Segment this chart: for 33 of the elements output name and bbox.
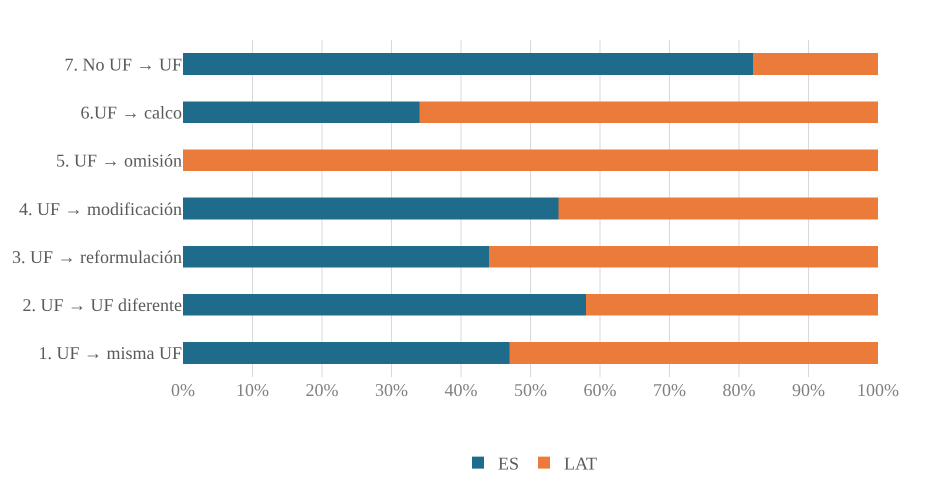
x-tick-label: 30% [375, 380, 408, 400]
x-tick-label: 0% [171, 380, 195, 400]
x-tick-label: 80% [722, 380, 756, 400]
y-tick-label: 5. UF → omisión [56, 150, 182, 171]
y-tick-label: 2. UF → UF diferente [22, 295, 182, 316]
bar [183, 342, 510, 364]
x-tick-label: 20% [306, 380, 338, 400]
x-tick-label: 100% [857, 380, 899, 400]
bar [183, 150, 878, 172]
x-tick-label: 10% [236, 380, 269, 400]
y-tick-label: 7. No UF → UF [64, 54, 182, 74]
x-tick-label: 50% [514, 380, 547, 400]
bar [558, 198, 878, 220]
x-tick-label: 40% [444, 380, 478, 400]
x-tick-label: 60% [584, 380, 616, 400]
bar [752, 53, 878, 75]
bar [183, 246, 489, 268]
bar [183, 294, 586, 316]
y-tick-label: 4. UF → modificación [19, 198, 182, 219]
legend-label: LAT [564, 454, 598, 474]
bar [510, 342, 878, 364]
bar [183, 101, 420, 124]
x-tick-label: 90% [792, 380, 825, 400]
y-tick-label: 3. UF → reformulación [12, 246, 182, 267]
y-tick-label: 6.UF → calco [80, 102, 182, 123]
bar [586, 294, 878, 316]
bar [488, 246, 878, 268]
y-tick-label: 1. UF → misma UF [38, 343, 182, 364]
bar [183, 53, 753, 75]
bar [183, 198, 558, 220]
bar [419, 101, 878, 124]
legend-label: ES [498, 454, 520, 474]
x-tick-label: 70% [653, 380, 686, 400]
